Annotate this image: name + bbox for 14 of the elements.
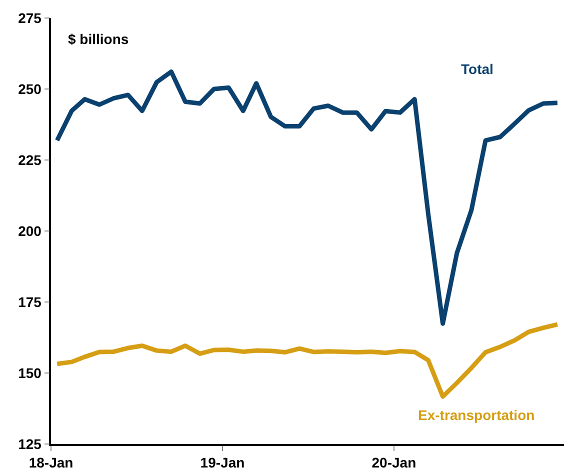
y-tick-label: 150 bbox=[18, 364, 42, 381]
x-tick-label: 18-Jan bbox=[28, 454, 74, 471]
y-tick-label: 275 bbox=[18, 10, 42, 26]
text: Total bbox=[461, 61, 494, 77]
y-axis-title: $ billions bbox=[68, 31, 129, 47]
y-tick-label: 225 bbox=[18, 152, 42, 168]
y-tick-label: 175 bbox=[18, 294, 42, 310]
y-tick-label: 125 bbox=[18, 436, 42, 452]
y-tick-label: 250 bbox=[18, 80, 42, 97]
x-tick-label: 19-Jan bbox=[200, 454, 245, 471]
series-label: Ex-transportation bbox=[418, 407, 535, 423]
line-series bbox=[54, 322, 560, 399]
y-tick-label: 200 bbox=[18, 222, 42, 239]
x-tick-label: 20-Jan bbox=[372, 454, 416, 471]
